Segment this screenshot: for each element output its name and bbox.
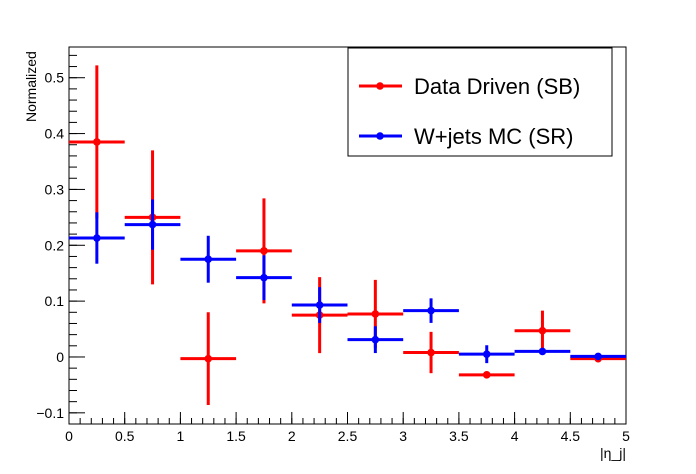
x-tick-label: 1.5	[226, 428, 246, 444]
x-tick-label: 4	[511, 428, 519, 444]
data-point	[93, 138, 101, 146]
series-layer	[69, 65, 626, 406]
x-tick-label: 5	[622, 428, 630, 444]
y-tick-label: 0	[56, 349, 64, 365]
data-point	[315, 301, 324, 309]
data-point	[427, 306, 435, 315]
data-point	[93, 234, 101, 242]
y-tick-label: 0.4	[45, 126, 65, 142]
data-point	[204, 255, 213, 264]
y-tick-label: 0.1	[45, 293, 65, 309]
data-point	[427, 348, 435, 357]
y-axis-label: Normalized	[23, 51, 39, 122]
data-point	[371, 310, 380, 318]
x-tick-label: 2	[288, 428, 296, 444]
y-tick-label: 0.5	[45, 70, 65, 86]
data-point	[371, 335, 380, 344]
x-axis-label: |η_j|	[600, 445, 626, 461]
x-tick-label: 3	[399, 428, 407, 444]
y-tick-label: 0.3	[45, 181, 65, 197]
data-point	[260, 247, 268, 255]
data-point	[148, 220, 157, 229]
data-point	[538, 347, 547, 356]
legend-label: W+jets MC (SR)	[414, 124, 574, 149]
legend-label: Data Driven (SB)	[414, 74, 580, 99]
y-tick-label: −0.1	[36, 405, 64, 421]
x-tick-label: 3.5	[449, 428, 469, 444]
legend-swatch-marker	[376, 82, 384, 90]
legend-swatch-marker	[376, 132, 384, 140]
legend: Data Driven (SB) W+jets MC (SR)	[347, 47, 613, 157]
x-tick-label: 0.5	[115, 428, 135, 444]
data-point	[594, 352, 602, 361]
data-point	[204, 354, 213, 363]
y-tick-label: 0.2	[45, 237, 65, 253]
legend-box	[347, 47, 613, 157]
axes: 0 0.5 1 1.5 2 2.5 3 3.5 4 4.5 5−0.100.10.20.30.40.…	[36, 54, 630, 444]
series-wjets-mc	[69, 199, 626, 364]
data-point	[538, 326, 547, 335]
x-tick-label: 4.5	[561, 428, 581, 444]
x-tick-label: 2.5	[338, 428, 358, 444]
data-point	[482, 371, 491, 379]
data-point	[482, 350, 491, 358]
x-tick-label: 1	[177, 428, 185, 444]
x-tick-label: 0	[65, 428, 73, 444]
data-point	[260, 273, 268, 282]
